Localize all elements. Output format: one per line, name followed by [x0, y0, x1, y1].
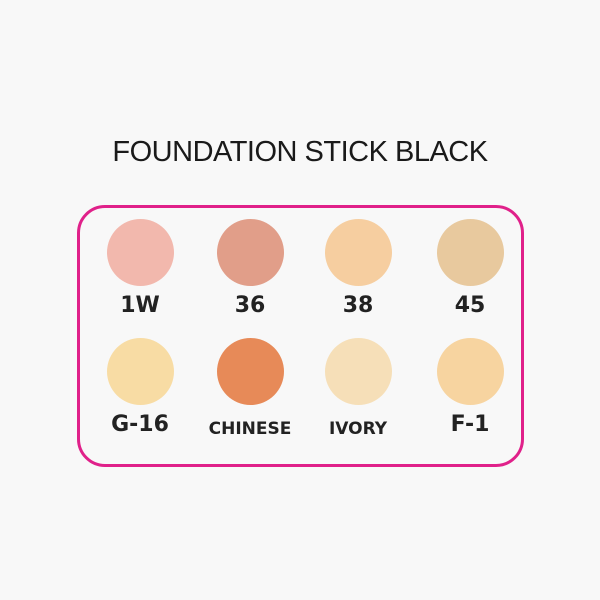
color-swatch: [106, 338, 174, 405]
swatch-label: CHINESE: [208, 419, 292, 439]
swatch-label: IVORY: [328, 419, 388, 439]
color-swatch: [436, 338, 504, 405]
color-swatch: [324, 338, 392, 405]
color-swatch: [106, 219, 174, 286]
color-swatch: [436, 219, 504, 286]
swatch-chinese[interactable]: CHINESE: [195, 338, 305, 442]
swatch-panel: [77, 205, 524, 467]
swatch-f-1[interactable]: F-1: [415, 338, 525, 438]
product-title: FOUNDATION STICK BLACK: [112, 136, 488, 168]
color-swatch: [216, 338, 284, 405]
swatch-38[interactable]: 38: [303, 219, 413, 319]
swatch-ivory[interactable]: IVORY: [303, 338, 413, 442]
swatch-label: 45: [454, 293, 486, 318]
swatch-label: F-1: [450, 412, 490, 437]
color-swatch: [324, 219, 392, 286]
swatch-label: 1W: [120, 293, 160, 318]
swatch-45[interactable]: 45: [415, 219, 525, 319]
swatch-label: 38: [342, 293, 374, 318]
color-swatch: [216, 219, 284, 286]
swatch-g-16[interactable]: G-16: [85, 338, 195, 438]
swatch-1w[interactable]: 1W: [85, 219, 195, 319]
swatch-label: 36: [234, 293, 266, 318]
swatch-label: G-16: [111, 412, 169, 437]
swatch-36[interactable]: 36: [195, 219, 305, 319]
